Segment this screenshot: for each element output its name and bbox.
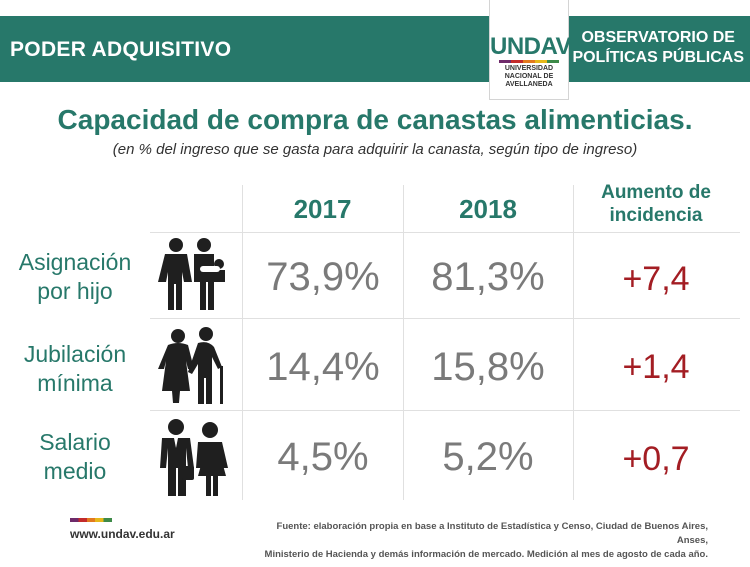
header-bar: PODER ADQUISITIVO OBSERVATORIO DE POLÍTI…: [0, 16, 750, 82]
row-label-salario: Salario medio: [39, 429, 111, 484]
grid-line: [150, 318, 740, 319]
section-title: PODER ADQUISITIVO: [10, 38, 232, 61]
value-2018-jubilacion: 15,8%: [431, 345, 545, 389]
undav-logo: UNDAV UNIVERSIDAD NACIONAL DE AVELLANEDA: [489, 0, 572, 100]
logo-subtitle: UNIVERSIDAD NACIONAL DE AVELLANEDA: [504, 65, 554, 88]
chart-title: Capacidad de compra de canastas alimenti…: [57, 104, 693, 135]
column-header-2017: 2017: [293, 194, 352, 224]
grid-line: [573, 185, 574, 500]
value-2018-asignacion: 81,3%: [431, 255, 545, 299]
chart-subtitle: (en % del ingreso que se gasta para adqu…: [112, 141, 638, 158]
column-header-increase: Aumento de incidencia: [601, 182, 711, 226]
value-2017-jubilacion: 14,4%: [266, 345, 380, 389]
footer-color-stripe: [70, 518, 112, 522]
grid-line: [403, 185, 404, 500]
grid-line: [150, 232, 740, 233]
elderly-couple-icon: [158, 327, 223, 404]
logo-word: UNDAV: [490, 33, 572, 60]
grid-line: [150, 410, 740, 411]
increase-jubilacion: +1,4: [622, 348, 690, 386]
increase-asignacion: +7,4: [622, 260, 690, 298]
value-2017-asignacion: 73,9%: [266, 255, 380, 299]
logo-color-stripe: [499, 60, 559, 63]
workers-icon: [160, 419, 228, 496]
value-2017-salario: 4,5%: [277, 435, 369, 479]
increase-salario: +0,7: [622, 440, 690, 478]
value-2018-salario: 5,2%: [442, 435, 534, 479]
observatory-title: OBSERVATORIO DE POLÍTICAS PÚBLICAS: [572, 29, 744, 66]
grid-line: [242, 185, 243, 500]
footer-url: www.undav.edu.ar: [70, 527, 175, 541]
row-label-jubilacion: Jubilación mínima: [23, 341, 127, 396]
row-label-asignacion: Asignación por hijo: [18, 249, 132, 304]
family-icon: [158, 238, 225, 310]
footer-source: Fuente: elaboración propia en base a Ins…: [264, 521, 708, 560]
column-header-2018: 2018: [459, 194, 517, 224]
